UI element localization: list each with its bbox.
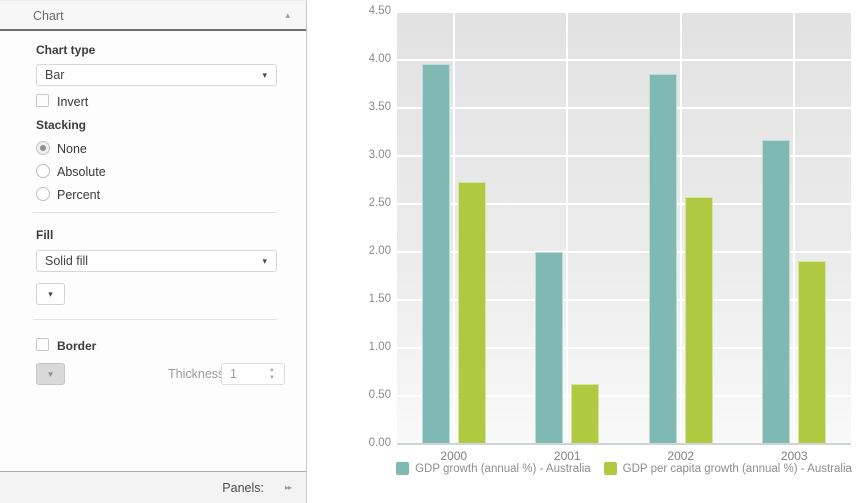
- chart-bar-2000-s1: [458, 182, 486, 444]
- chart-legend: GDP growth (annual %) - Australia GDP per…: [396, 462, 852, 475]
- chart-type-dropdown[interactable]: Bar ▾: [36, 64, 277, 86]
- y-axis-tick-label: 4.50: [368, 5, 391, 17]
- y-axis-tick-label: 4.00: [368, 53, 391, 65]
- x-axis-line: [397, 443, 851, 445]
- y-axis-tick-label: 1.50: [368, 293, 391, 305]
- y-axis-tick-label: 0.00: [368, 437, 391, 449]
- legend-label: GDP growth (annual %) - Australia: [415, 462, 591, 475]
- border-checkbox[interactable]: [36, 338, 49, 351]
- panel-footer: Panels: ▸▸: [0, 471, 306, 503]
- stacking-radio-absolute[interactable]: [36, 164, 50, 178]
- x-axis-tick-label: 2000: [440, 449, 468, 463]
- chart-bar-2003-s0: [762, 140, 790, 444]
- chart-bar-2000-s0: [422, 64, 450, 444]
- border-color-dropdown-button: ▾: [36, 363, 65, 385]
- chart-bar-2002-s0: [649, 74, 677, 444]
- vertical-gridline: [793, 12, 796, 444]
- collapse-panel-icon[interactable]: ▴: [285, 10, 290, 20]
- invert-checkbox[interactable]: [36, 94, 49, 107]
- x-axis-tick-label: 2003: [780, 449, 808, 463]
- y-axis-tick-label: 3.50: [368, 101, 391, 113]
- chart-bar-2001-s1: [571, 384, 599, 444]
- stacking-option-percent-label: Percent: [57, 188, 101, 202]
- stacking-option-absolute-label: Absolute: [57, 165, 106, 179]
- horizontal-gridline: [397, 203, 851, 205]
- panel-title: Chart: [33, 9, 64, 23]
- horizontal-gridline: [397, 59, 851, 61]
- horizontal-gridline: [397, 107, 851, 109]
- border-label: Border: [57, 339, 97, 353]
- y-axis-tick-label: 2.00: [368, 245, 391, 257]
- legend-swatch-icon: [396, 462, 410, 475]
- fill-type-dropdown[interactable]: Solid fill ▾: [36, 250, 277, 272]
- legend-item-series1[interactable]: GDP per capita growth (annual %) - Austr…: [603, 462, 852, 475]
- panel-header: Chart ▴: [0, 1, 306, 31]
- fill-label: Fill: [36, 228, 54, 242]
- y-axis-tick-label: 1.00: [368, 341, 391, 353]
- thickness-value: 1: [230, 367, 237, 381]
- stacking-label: Stacking: [36, 118, 87, 132]
- y-axis-tick-label: 0.50: [368, 389, 391, 401]
- divider: [33, 319, 277, 320]
- x-axis-tick-label: 2002: [667, 449, 695, 463]
- horizontal-gridline: [397, 395, 851, 397]
- fill-type-value: Solid fill: [45, 254, 89, 268]
- vertical-gridline: [679, 12, 682, 444]
- chart-type-label: Chart type: [36, 43, 96, 57]
- chart-bar-2001-s0: [535, 252, 563, 444]
- chart-bar-2002-s1: [685, 197, 713, 444]
- vertical-gridline: [452, 12, 455, 444]
- horizontal-gridline: [397, 11, 851, 13]
- chart-bar-2003-s1: [798, 261, 826, 444]
- stacking-radio-percent[interactable]: [36, 187, 50, 201]
- stacking-option-none-label: None: [57, 142, 87, 156]
- horizontal-gridline: [397, 251, 851, 253]
- legend-item-series0[interactable]: GDP growth (annual %) - Australia: [396, 462, 591, 475]
- legend-label: GDP per capita growth (annual %) - Austr…: [622, 462, 852, 475]
- chart-type-value: Bar: [45, 68, 65, 82]
- horizontal-gridline: [397, 155, 851, 157]
- thickness-stepper: 1 ▲ ▼: [221, 363, 285, 385]
- chart-settings-panel: Chart ▴ Chart type Bar ▾ Invert Stacking…: [0, 0, 307, 503]
- stepper-arrows-icon: ▲ ▼: [269, 367, 275, 381]
- chevron-down-icon: ▾: [262, 70, 267, 80]
- divider: [33, 212, 277, 213]
- horizontal-gridline: [397, 299, 851, 301]
- stacking-radio-none[interactable]: [36, 141, 50, 155]
- vertical-gridline: [566, 12, 569, 444]
- x-axis-tick-label: 2001: [553, 449, 581, 463]
- horizontal-gridline: [397, 347, 851, 349]
- panels-label: Panels:: [222, 481, 264, 495]
- thickness-label: Thickness:: [168, 367, 228, 381]
- invert-label: Invert: [57, 95, 89, 109]
- legend-swatch-icon: [603, 462, 617, 475]
- panels-expand-icon[interactable]: ▸▸: [284, 483, 292, 492]
- fill-color-dropdown-button[interactable]: ▾: [36, 283, 65, 305]
- y-axis-tick-label: 3.00: [368, 149, 391, 161]
- y-axis-tick-label: 2.50: [368, 197, 391, 209]
- chevron-down-icon: ▾: [262, 256, 267, 266]
